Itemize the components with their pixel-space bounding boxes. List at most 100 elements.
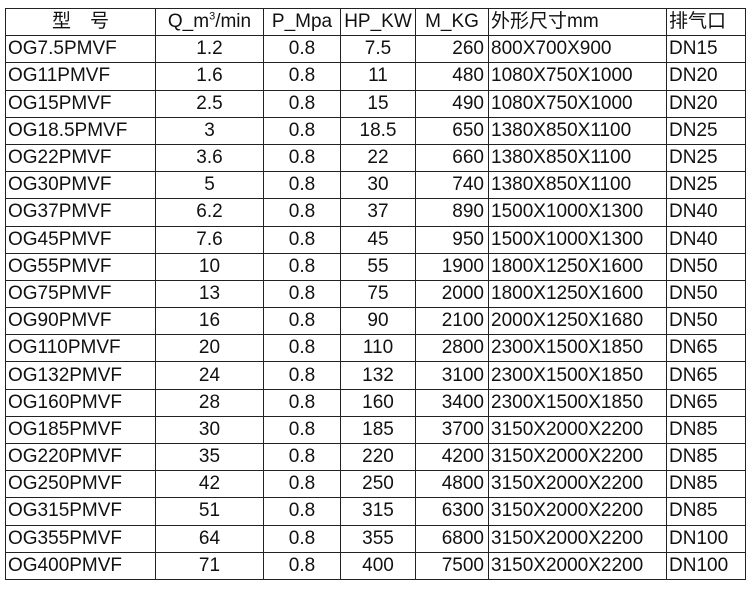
- cell-model: OG355PMVF: [5, 524, 156, 553]
- cell-pressure: 0.8: [263, 470, 341, 499]
- cell-pressure: 0.8: [263, 497, 341, 526]
- cell-outlet: DN20: [666, 62, 746, 91]
- cell-model: OG400PMVF: [5, 551, 156, 580]
- cell-flow: 6.2: [155, 198, 264, 227]
- cell-flow: 13: [155, 279, 264, 309]
- cell-flow: 64: [155, 524, 264, 553]
- cell-outlet: DN100: [666, 524, 746, 553]
- header-flow: Q_m3/min: [155, 7, 264, 37]
- cell-model: OG18.5PMVF: [5, 116, 156, 145]
- header-model: 型 号: [5, 7, 156, 37]
- cell-mass: 650: [415, 116, 489, 145]
- cell-mass: 1900: [415, 252, 489, 281]
- cell-outlet: DN85: [666, 470, 746, 499]
- cell-power: 132: [340, 361, 416, 390]
- cell-mass: 2100: [415, 307, 489, 336]
- cell-pressure: 0.8: [263, 35, 341, 64]
- cell-outlet: DN50: [666, 252, 746, 281]
- cell-model: OG315PMVF: [5, 497, 156, 526]
- cell-dims: 1380X850X1100: [488, 171, 667, 200]
- cell-dims: 1800X1250X1600: [488, 279, 667, 309]
- cell-model: OG11PMVF: [5, 62, 156, 91]
- cell-mass: 2000: [415, 279, 489, 309]
- cell-mass: 4200: [415, 442, 489, 472]
- table-row: OG18.5PMVF 3 0.8 18.5 650 1380X850X1100 DN25: [5, 116, 746, 145]
- cell-flow: 35: [155, 442, 264, 472]
- cell-dims: 1500X1000X1300: [488, 225, 667, 254]
- cell-pressure: 0.8: [263, 415, 341, 445]
- cell-outlet: DN25: [666, 171, 746, 200]
- cell-model: OG15PMVF: [5, 89, 156, 118]
- cell-power: 15: [340, 89, 416, 118]
- cell-model: OG110PMVF: [5, 334, 156, 363]
- cell-outlet: DN85: [666, 497, 746, 526]
- cell-power: 185: [340, 415, 416, 445]
- cell-pressure: 0.8: [263, 361, 341, 390]
- cell-flow: 30: [155, 415, 264, 445]
- cell-dims: 800X700X900: [488, 35, 667, 64]
- cell-power: 75: [340, 279, 416, 309]
- cell-pressure: 0.8: [263, 307, 341, 336]
- cell-outlet: DN50: [666, 307, 746, 336]
- cell-mass: 660: [415, 143, 489, 173]
- table-row: OG355PMVF 64 0.8 355 6800 3150X2000X2200 DN100: [5, 524, 746, 553]
- cell-power: 37: [340, 198, 416, 227]
- cell-mass: 6300: [415, 497, 489, 526]
- cell-flow: 3.6: [155, 143, 264, 173]
- cell-dims: 3150X2000X2200: [488, 470, 667, 499]
- cell-flow: 2.5: [155, 89, 264, 118]
- cell-mass: 950: [415, 225, 489, 254]
- cell-dims: 3150X2000X2200: [488, 524, 667, 553]
- cell-mass: 3100: [415, 361, 489, 390]
- table-row: OG55PMVF 10 0.8 55 1900 1800X1250X1600 DN50: [5, 252, 746, 281]
- cell-power: 18.5: [340, 116, 416, 145]
- header-power: HP_KW: [340, 7, 416, 37]
- cell-outlet: DN40: [666, 225, 746, 254]
- cell-model: OG37PMVF: [5, 198, 156, 227]
- cell-model: OG160PMVF: [5, 388, 156, 417]
- cell-power: 45: [340, 225, 416, 254]
- cell-flow: 71: [155, 551, 264, 580]
- cell-pressure: 0.8: [263, 198, 341, 227]
- cell-model: OG185PMVF: [5, 415, 156, 445]
- cell-mass: 3700: [415, 415, 489, 445]
- cell-mass: 480: [415, 62, 489, 91]
- cell-model: OG75PMVF: [5, 279, 156, 309]
- cell-pressure: 0.8: [263, 524, 341, 553]
- header-pressure: P_Mpa: [263, 7, 341, 37]
- cell-flow: 1.6: [155, 62, 264, 91]
- cell-pressure: 0.8: [263, 442, 341, 472]
- cell-dims: 1500X1000X1300: [488, 198, 667, 227]
- table-row: OG250PMVF 42 0.8 250 4800 3150X2000X2200 DN85: [5, 470, 746, 499]
- cell-mass: 260: [415, 35, 489, 64]
- cell-model: OG7.5PMVF: [5, 35, 156, 64]
- cell-dims: 2300X1500X1850: [488, 334, 667, 363]
- table-row: OG22PMVF 3.6 0.8 22 660 1380X850X1100 DN25: [5, 143, 746, 173]
- cell-mass: 490: [415, 89, 489, 118]
- cell-dims: 2000X1250X1680: [488, 307, 667, 336]
- cell-dims: 1380X850X1100: [488, 143, 667, 173]
- cell-flow: 24: [155, 361, 264, 390]
- header-outlet: 排气口: [666, 7, 746, 37]
- cell-dims: 1080X750X1000: [488, 89, 667, 118]
- cell-outlet: DN50: [666, 279, 746, 309]
- cell-pressure: 0.8: [263, 551, 341, 580]
- cell-flow: 1.2: [155, 35, 264, 64]
- cell-model: OG22PMVF: [5, 143, 156, 173]
- table-row: OG37PMVF 6.2 0.8 37 890 1500X1000X1300 DN40: [5, 198, 746, 227]
- cell-flow: 10: [155, 252, 264, 281]
- cell-power: 160: [340, 388, 416, 417]
- cell-flow: 20: [155, 334, 264, 363]
- cell-mass: 2800: [415, 334, 489, 363]
- cell-power: 55: [340, 252, 416, 281]
- cell-pressure: 0.8: [263, 89, 341, 118]
- cell-pressure: 0.8: [263, 334, 341, 363]
- table-row: OG7.5PMVF 1.2 0.8 7.5 260 800X700X900 DN15: [5, 35, 746, 64]
- cell-pressure: 0.8: [263, 171, 341, 200]
- cell-power: 250: [340, 470, 416, 499]
- cell-dims: 3150X2000X2200: [488, 551, 667, 580]
- cell-outlet: DN65: [666, 334, 746, 363]
- cell-dims: 2300X1500X1850: [488, 361, 667, 390]
- cell-flow: 28: [155, 388, 264, 417]
- cell-outlet: DN25: [666, 116, 746, 145]
